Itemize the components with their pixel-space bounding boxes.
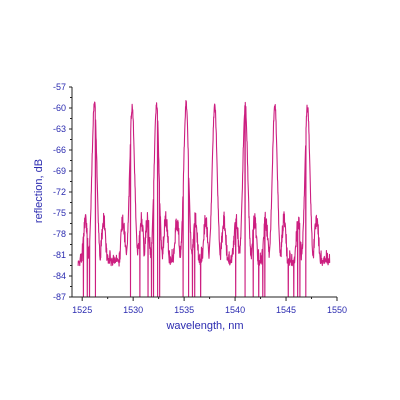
y-tick-label: -81 bbox=[53, 250, 66, 260]
x-tick-label: 1540 bbox=[225, 305, 245, 315]
y-tick-label: -66 bbox=[53, 145, 66, 155]
y-axis-title: reflection, dB bbox=[33, 159, 45, 223]
x-tick-label: 1525 bbox=[72, 305, 92, 315]
x-tick-label: 1535 bbox=[174, 305, 194, 315]
y-tick-label: -87 bbox=[53, 292, 66, 302]
y-tick-label: -78 bbox=[53, 229, 66, 239]
y-tick-label: -84 bbox=[53, 271, 66, 281]
x-tick-label: 1530 bbox=[123, 305, 143, 315]
y-tick-label: -63 bbox=[53, 124, 66, 134]
x-tick-label: 1545 bbox=[276, 305, 296, 315]
y-tick-label: -69 bbox=[53, 166, 66, 176]
y-tick-label: -75 bbox=[53, 208, 66, 218]
plot-area bbox=[77, 100, 331, 297]
x-axis-title: wavelength, nm bbox=[165, 320, 243, 332]
reflection-series-line bbox=[77, 100, 331, 297]
x-tick-label: 1550 bbox=[327, 305, 347, 315]
y-tick-label: -72 bbox=[53, 187, 66, 197]
y-tick-label: -57 bbox=[53, 82, 66, 92]
y-tick-label: -60 bbox=[53, 103, 66, 113]
axes: -87 -84 -81 -78 -75 -72 -69 -66 -63 -60 -57 1525 153… bbox=[53, 82, 347, 315]
